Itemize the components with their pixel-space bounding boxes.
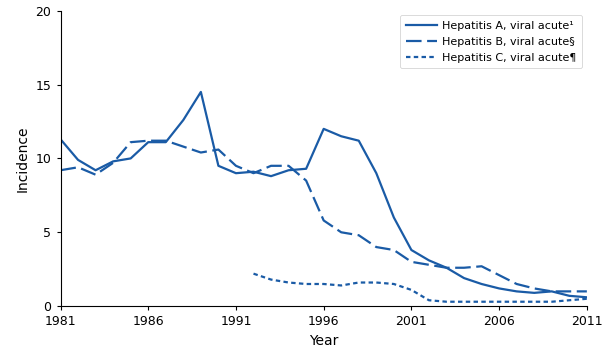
Hepatitis A, viral acute¹	[338, 134, 345, 138]
Hepatitis B, viral acute§	[566, 289, 573, 293]
Hepatitis B, viral acute§	[145, 138, 152, 143]
Hepatitis B, viral acute§	[197, 150, 204, 155]
Hepatitis B, viral acute§	[180, 145, 187, 149]
Hepatitis C, viral acute¶	[355, 281, 362, 285]
Hepatitis A, viral acute¹	[495, 286, 503, 290]
Hepatitis C, viral acute¶	[478, 300, 485, 304]
Hepatitis B, viral acute§	[443, 266, 450, 270]
Hepatitis A, viral acute¹	[320, 127, 327, 131]
Hepatitis B, viral acute§	[338, 230, 345, 234]
Line: Hepatitis C, viral acute¶: Hepatitis C, viral acute¶	[253, 274, 587, 302]
Hepatitis C, viral acute¶	[338, 283, 345, 288]
Hepatitis A, viral acute¹	[250, 169, 257, 174]
Hepatitis B, viral acute§	[390, 248, 397, 252]
Hepatitis A, viral acute¹	[57, 137, 64, 141]
Hepatitis C, viral acute¶	[320, 282, 327, 286]
Hepatitis A, viral acute¹	[566, 294, 573, 298]
Hepatitis B, viral acute§	[92, 173, 99, 177]
Hepatitis C, viral acute¶	[566, 298, 573, 302]
Hepatitis A, viral acute¹	[583, 295, 590, 299]
Hepatitis B, viral acute§	[267, 164, 275, 168]
Hepatitis C, viral acute¶	[302, 282, 310, 286]
Hepatitis A, viral acute¹	[390, 215, 397, 220]
Hepatitis B, viral acute§	[531, 286, 538, 290]
Hepatitis B, viral acute§	[425, 263, 433, 267]
Hepatitis A, viral acute¹	[110, 159, 117, 163]
Hepatitis A, viral acute¹	[478, 282, 485, 286]
Hepatitis B, viral acute§	[57, 168, 64, 172]
Hepatitis A, viral acute¹	[355, 138, 362, 143]
Line: Hepatitis A, viral acute¹: Hepatitis A, viral acute¹	[60, 92, 587, 297]
Hepatitis A, viral acute¹	[197, 90, 204, 94]
Hepatitis A, viral acute¹	[92, 168, 99, 172]
Hepatitis C, viral acute¶	[425, 298, 433, 302]
Hepatitis A, viral acute¹	[531, 291, 538, 295]
Hepatitis B, viral acute§	[250, 171, 257, 175]
Hepatitis A, viral acute¹	[408, 248, 415, 252]
Hepatitis B, viral acute§	[495, 273, 503, 277]
Hepatitis C, viral acute¶	[531, 300, 538, 304]
Hepatitis A, viral acute¹	[513, 289, 520, 293]
Hepatitis B, viral acute§	[478, 264, 485, 268]
Hepatitis B, viral acute§	[513, 282, 520, 286]
Hepatitis C, viral acute¶	[513, 300, 520, 304]
Hepatitis B, viral acute§	[285, 164, 292, 168]
Hepatitis A, viral acute¹	[127, 156, 134, 161]
Hepatitis B, viral acute§	[127, 140, 134, 144]
Line: Hepatitis B, viral acute§: Hepatitis B, viral acute§	[60, 141, 587, 291]
Hepatitis C, viral acute¶	[443, 300, 450, 304]
Hepatitis B, viral acute§	[408, 260, 415, 264]
Y-axis label: Incidence: Incidence	[16, 125, 30, 192]
Hepatitis B, viral acute§	[548, 289, 555, 293]
Hepatitis A, viral acute¹	[162, 140, 169, 144]
Hepatitis A, viral acute¹	[74, 158, 82, 162]
Hepatitis B, viral acute§	[355, 233, 362, 237]
Hepatitis A, viral acute¹	[460, 276, 468, 280]
Hepatitis A, viral acute¹	[302, 167, 310, 171]
Hepatitis B, viral acute§	[460, 266, 468, 270]
Hepatitis B, viral acute§	[320, 218, 327, 222]
Hepatitis C, viral acute¶	[373, 281, 380, 285]
Hepatitis A, viral acute¹	[145, 140, 152, 144]
Hepatitis B, viral acute§	[583, 289, 590, 293]
Hepatitis B, viral acute§	[215, 147, 222, 152]
Hepatitis C, viral acute¶	[460, 300, 468, 304]
Hepatitis A, viral acute¹	[548, 289, 555, 293]
Hepatitis A, viral acute¹	[373, 171, 380, 175]
Hepatitis B, viral acute§	[232, 164, 240, 168]
Hepatitis C, viral acute¶	[285, 281, 292, 285]
Hepatitis A, viral acute¹	[180, 118, 187, 122]
Hepatitis B, viral acute§	[373, 245, 380, 249]
Hepatitis B, viral acute§	[74, 165, 82, 169]
Hepatitis A, viral acute¹	[232, 171, 240, 175]
Hepatitis B, viral acute§	[162, 138, 169, 143]
Hepatitis B, viral acute§	[110, 161, 117, 165]
Hepatitis C, viral acute¶	[390, 282, 397, 286]
X-axis label: Year: Year	[309, 334, 338, 348]
Hepatitis C, viral acute¶	[495, 300, 503, 304]
Hepatitis B, viral acute§	[302, 178, 310, 183]
Hepatitis C, viral acute¶	[583, 297, 590, 301]
Hepatitis A, viral acute¹	[425, 258, 433, 262]
Hepatitis C, viral acute¶	[250, 272, 257, 276]
Hepatitis A, viral acute¹	[443, 266, 450, 270]
Hepatitis A, viral acute¹	[267, 174, 275, 178]
Hepatitis C, viral acute¶	[408, 288, 415, 292]
Hepatitis C, viral acute¶	[267, 277, 275, 282]
Hepatitis C, viral acute¶	[548, 300, 555, 304]
Legend: Hepatitis A, viral acute¹, Hepatitis B, viral acute§, Hepatitis C, viral acute¶: Hepatitis A, viral acute¹, Hepatitis B, …	[401, 15, 583, 68]
Hepatitis A, viral acute¹	[215, 164, 222, 168]
Hepatitis A, viral acute¹	[285, 168, 292, 172]
